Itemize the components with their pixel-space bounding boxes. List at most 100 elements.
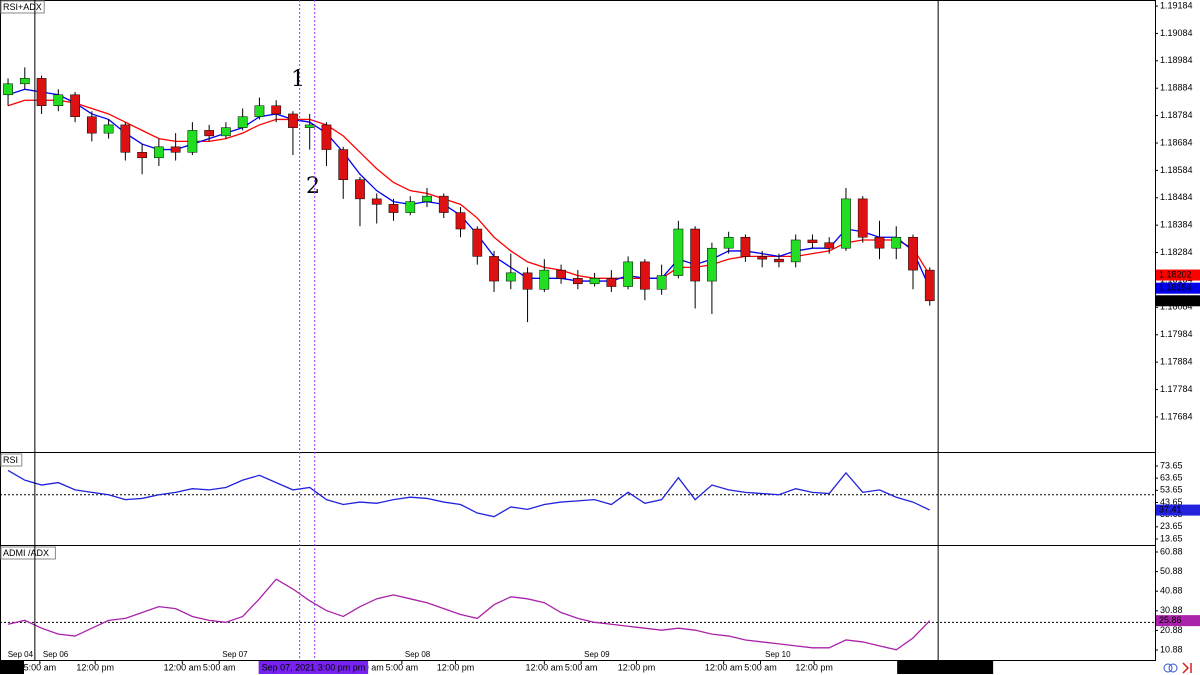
candle-body [774, 258, 784, 263]
y-tick-label: 1.18984 [1160, 55, 1193, 65]
candle-body [405, 201, 416, 213]
y-tick-label: 1.17884 [1160, 357, 1193, 367]
candle-body [304, 124, 315, 128]
annotation: 2 [306, 174, 320, 199]
candle-body [908, 236, 918, 271]
x-tick-label: 5:00 am [565, 662, 598, 672]
panel-title-box [0, 546, 56, 560]
icon[interactable] [1163, 663, 1173, 673]
candle-body [640, 261, 650, 290]
cursor-label-box [0, 661, 24, 674]
cursor-label: 4:0 [2, 662, 15, 672]
candle-body [321, 124, 332, 150]
value-box-label: 1.18108 [1159, 295, 1192, 305]
y-tick-label: 73.65 [1160, 460, 1183, 470]
date-label: Sep 09 [584, 650, 610, 659]
x-tick-label: 5:00 am [744, 662, 777, 672]
candle-body [137, 152, 147, 159]
date-label: Sep 06 [43, 650, 69, 659]
candle-body [438, 195, 449, 213]
candle-body [874, 236, 885, 249]
y-tick-label: 1.17984 [1160, 329, 1193, 339]
candle-body [3, 83, 13, 96]
candle-body [120, 124, 131, 153]
candle-body [505, 272, 516, 282]
candle-body [522, 272, 533, 290]
x-tick-label: 12:00 pm [437, 662, 475, 672]
candle-body [656, 275, 667, 290]
y-tick-label: 53.65 [1160, 485, 1183, 495]
x-tick-label: 12:00 pm [76, 662, 114, 672]
y-tick-label: 1.18284 [1160, 247, 1193, 257]
candle-body [623, 261, 633, 287]
value-box [1156, 504, 1200, 516]
cursor-label-box [258, 661, 369, 674]
cursor-label: Sep 07, 2021 3:00 pm pm [262, 662, 366, 672]
y-tick-label: 23.65 [1160, 521, 1183, 531]
candle-body [556, 269, 566, 279]
y-tick-label: 1.19084 [1160, 28, 1193, 38]
panel-title: ADMI /ADX [3, 548, 49, 558]
candle-body [807, 239, 818, 243]
y-tick-label: 40.88 [1160, 586, 1183, 596]
candle-body [757, 256, 768, 260]
x-tick-label: 12:00 am [526, 662, 564, 672]
y-tick-label: 63.65 [1160, 473, 1183, 483]
candle-body [924, 269, 935, 302]
annotation: 1 [291, 67, 305, 92]
candle-body [489, 256, 499, 282]
y-tick-label: 1.18884 [1160, 83, 1193, 93]
y-tick-label: 1.18584 [1160, 165, 1193, 175]
candle-body [723, 236, 734, 249]
icon[interactable] [1182, 662, 1192, 674]
candle-body [86, 116, 97, 134]
candle-body [371, 198, 382, 205]
candle-body [19, 78, 30, 85]
candle-body [841, 198, 851, 249]
y-tick-label: 50.88 [1160, 566, 1183, 576]
y-tick-label: 1.18784 [1160, 110, 1193, 120]
x-tick-label: 5:00 am [203, 662, 236, 672]
candle-body [221, 127, 231, 137]
candle-body [740, 236, 751, 257]
candle-body [472, 228, 483, 257]
y-tick-label: 1.18384 [1160, 220, 1193, 230]
y-tick-label: 60.88 [1160, 546, 1183, 556]
toolbar-icons[interactable] [1163, 662, 1192, 674]
candle-body [455, 212, 466, 230]
candle-body [338, 149, 349, 180]
y-tick-label: 43.65 [1160, 497, 1183, 507]
x-tick-label: 12:00 am [164, 662, 202, 672]
candle-body [271, 105, 282, 115]
candle-body [204, 130, 215, 137]
candle-body [857, 198, 868, 238]
candle-body [187, 130, 198, 153]
y-tick-label: 1.19184 [1160, 0, 1193, 10]
candle-body [690, 228, 701, 282]
icon[interactable] [1168, 663, 1178, 673]
x-tick-label: 12:00 pm [618, 662, 656, 672]
y-tick-label: 30.88 [1160, 605, 1183, 615]
candle-body [355, 179, 365, 200]
date-label: Sep 07 [222, 650, 248, 659]
panel-title: RSI [3, 455, 18, 465]
indicator-line [7, 578, 931, 651]
y-tick-label: 10.88 [1160, 644, 1183, 654]
candle-body [824, 242, 835, 249]
candle-body [539, 269, 550, 290]
candle-body [891, 236, 902, 249]
candle-body [103, 124, 114, 134]
cursor-label-box [897, 661, 994, 674]
y-tick-label: 1.17684 [1160, 411, 1193, 421]
y-tick-label: 1.18084 [1160, 302, 1193, 312]
value-box [1156, 295, 1200, 307]
candle-body [288, 113, 298, 128]
panel-title-box [0, 0, 45, 14]
candle-body [606, 278, 617, 287]
value-box [1156, 615, 1200, 627]
value-box-label: 1.18202 [1159, 269, 1192, 279]
y-tick-label: 1.17784 [1160, 384, 1193, 394]
value-box-label: 1.18154 [1159, 283, 1192, 293]
